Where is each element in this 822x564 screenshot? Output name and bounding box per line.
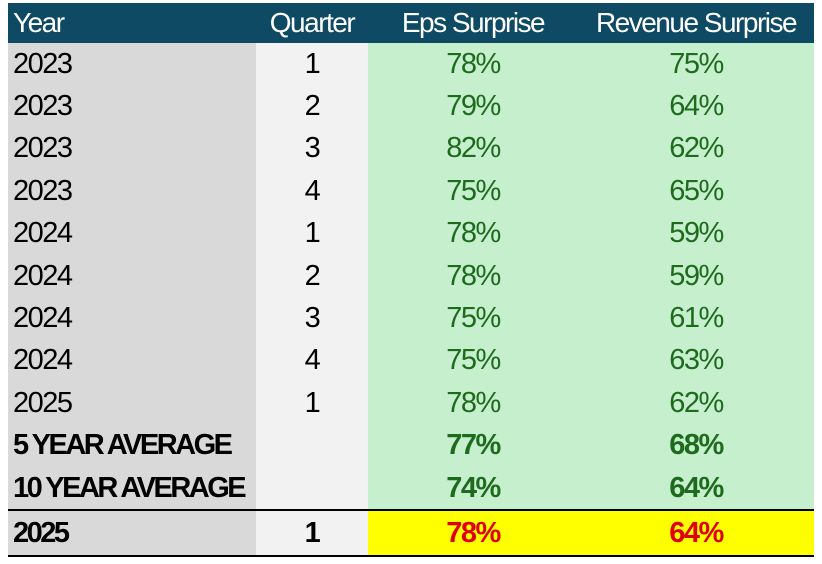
table-row: 2025 1 78% 62% (8, 382, 814, 425)
quarter-cell: 1 (256, 382, 368, 425)
header-eps-surprise: Eps Surprise (401, 7, 546, 38)
average-quarter-cell (256, 424, 368, 467)
average-row: 5 YEAR AVERAGE 77% 68% (8, 424, 814, 467)
table-row: 2024 3 75% 61% (8, 297, 814, 340)
eps-surprise-cell: 75% (368, 339, 578, 383)
quarter-cell: 2 (256, 254, 368, 298)
revenue-surprise-cell: 64% (578, 85, 814, 128)
average-revenue-cell: 68% (578, 424, 814, 467)
revenue-surprise-cell: 62% (578, 382, 814, 425)
year-cell: 2023 (8, 85, 256, 128)
revenue-surprise-cell: 63% (578, 339, 814, 383)
current-eps-cell: 78% (368, 511, 578, 556)
table-row: 2024 2 78% 59% (8, 254, 814, 298)
year-cell: 2024 (8, 297, 256, 340)
eps-surprise-cell: 78% (368, 43, 578, 86)
table-row: 2024 4 75% 63% (8, 339, 814, 383)
revenue-surprise-cell: 61% (578, 297, 814, 340)
quarter-cell: 2 (256, 85, 368, 128)
table-row: 2023 4 75% 65% (8, 170, 814, 213)
revenue-surprise-cell: 62% (578, 127, 814, 171)
header-revenue-surprise: Revenue Surprise (595, 7, 798, 38)
quarter-cell: 1 (256, 43, 368, 86)
year-cell: 2023 (8, 127, 256, 171)
average-quarter-cell (256, 466, 368, 510)
average-row: 10 YEAR AVERAGE 74% 64% (8, 466, 814, 510)
average-label: 10 YEAR AVERAGE (8, 466, 256, 510)
revenue-surprise-cell: 75% (578, 43, 814, 86)
eps-surprise-cell: 75% (368, 170, 578, 213)
eps-surprise-cell: 75% (368, 297, 578, 340)
eps-surprise-cell: 78% (368, 212, 578, 255)
current-year-cell: 2025 (8, 511, 256, 556)
revenue-surprise-cell: 59% (578, 254, 814, 298)
quarter-cell: 3 (256, 127, 368, 171)
table-row: 2023 2 79% 64% (8, 85, 814, 128)
surprise-table: Year Quarter Eps Surprise Revenue Surpri… (8, 3, 814, 558)
current-quarter-cell: 1 (256, 511, 368, 556)
average-eps-cell: 77% (368, 424, 578, 467)
quarter-cell: 4 (256, 339, 368, 383)
current-quarter-row: 2025 1 78% 64% (8, 509, 814, 558)
year-cell: 2024 (8, 339, 256, 383)
eps-surprise-cell: 78% (368, 254, 578, 298)
year-cell: 2023 (8, 170, 256, 213)
year-cell: 2025 (8, 382, 256, 425)
eps-surprise-cell: 78% (368, 382, 578, 425)
quarter-cell: 3 (256, 297, 368, 340)
year-cell: 2023 (8, 43, 256, 86)
eps-surprise-cell: 79% (368, 85, 578, 128)
table-row: 2024 1 78% 59% (8, 212, 814, 255)
table-header-row: Year Quarter Eps Surprise Revenue Surpri… (8, 3, 814, 43)
average-eps-cell: 74% (368, 466, 578, 510)
revenue-surprise-cell: 65% (578, 170, 814, 213)
average-revenue-cell: 64% (578, 466, 814, 510)
table-row: 2023 3 82% 62% (8, 127, 814, 171)
header-year: Year (13, 7, 65, 38)
revenue-surprise-cell: 59% (578, 212, 814, 255)
table-row: 2023 1 78% 75% (8, 43, 814, 86)
year-cell: 2024 (8, 212, 256, 255)
current-revenue-cell: 64% (578, 511, 814, 556)
header-quarter: Quarter (269, 7, 356, 38)
quarter-cell: 1 (256, 212, 368, 255)
eps-surprise-cell: 82% (368, 127, 578, 171)
average-label: 5 YEAR AVERAGE (8, 424, 256, 467)
quarter-cell: 4 (256, 170, 368, 213)
year-cell: 2024 (8, 254, 256, 298)
table-body: 2023 1 78% 75% 2023 2 79% 64% 2023 3 82% 62% 2023 4 75… (8, 43, 814, 558)
